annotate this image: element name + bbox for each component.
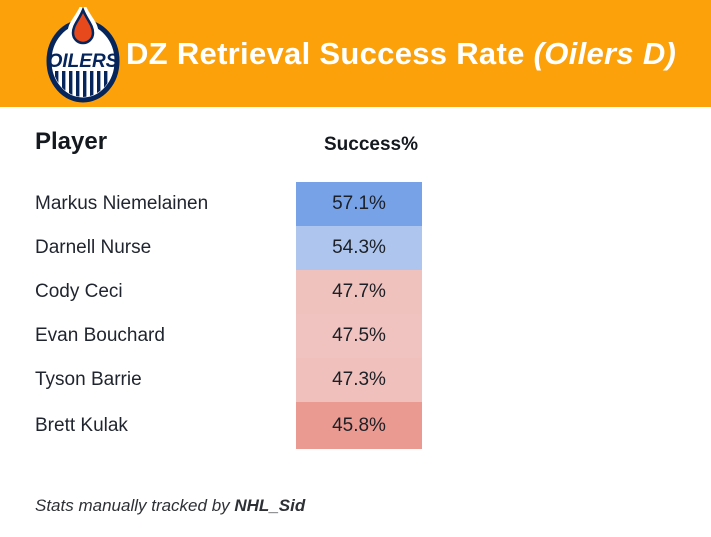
header-banner: OILERS DZ Retrieval Success Rate (Oilers…	[0, 0, 711, 107]
table-row: Brett Kulak 45.8%	[0, 402, 711, 449]
page-title-main: DZ Retrieval Success Rate	[126, 35, 525, 71]
source-note-text: Stats manually tracked by	[35, 496, 235, 515]
success-cell: 45.8%	[296, 402, 422, 449]
table-row: Cody Ceci 47.7%	[0, 270, 711, 314]
table-row: Tyson Barrie 47.3%	[0, 358, 711, 402]
success-cell: 47.7%	[296, 270, 422, 314]
oilers-team-logo-icon: OILERS	[46, 7, 120, 103]
success-cell: 54.3%	[296, 226, 422, 270]
column-header-player: Player	[35, 128, 108, 155]
success-cell: 47.3%	[296, 358, 422, 402]
table-row: Evan Bouchard 47.5%	[0, 314, 711, 358]
player-name: Cody Ceci	[35, 281, 123, 302]
oil-drop-icon	[71, 7, 95, 45]
source-note-author: NHL_Sid	[234, 496, 306, 515]
player-name: Brett Kulak	[35, 414, 128, 436]
player-name: Tyson Barrie	[35, 369, 142, 390]
source-note: Stats manually tracked by NHL_Sid	[35, 496, 305, 516]
logo-wordmark: OILERS	[48, 51, 119, 72]
player-name: Markus Niemelainen	[35, 193, 209, 214]
player-name: Evan Bouchard	[35, 325, 165, 346]
column-header-success: Success%	[323, 134, 418, 155]
success-cell: 47.5%	[296, 314, 422, 358]
player-name: Darnell Nurse	[35, 237, 152, 258]
page-title: DZ Retrieval Success Rate (Oilers D)	[126, 0, 676, 107]
table-body: Markus Niemelainen 57.1% Darnell Nurse 5…	[0, 182, 711, 449]
success-cell: 57.1%	[296, 182, 422, 226]
page-title-suffix: (Oilers D)	[533, 35, 677, 71]
table-row: Markus Niemelainen 57.1%	[0, 182, 711, 226]
table-row: Darnell Nurse 54.3%	[0, 226, 711, 270]
